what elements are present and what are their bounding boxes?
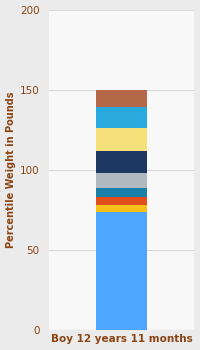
Bar — [96, 107, 147, 128]
Bar — [96, 90, 147, 107]
Bar — [96, 212, 147, 330]
Bar — [96, 205, 147, 212]
Bar — [96, 173, 147, 188]
Y-axis label: Percentile Weight in Pounds: Percentile Weight in Pounds — [6, 92, 16, 248]
Bar — [96, 197, 147, 205]
Bar — [96, 150, 147, 173]
Bar — [96, 188, 147, 197]
Bar — [96, 128, 147, 150]
